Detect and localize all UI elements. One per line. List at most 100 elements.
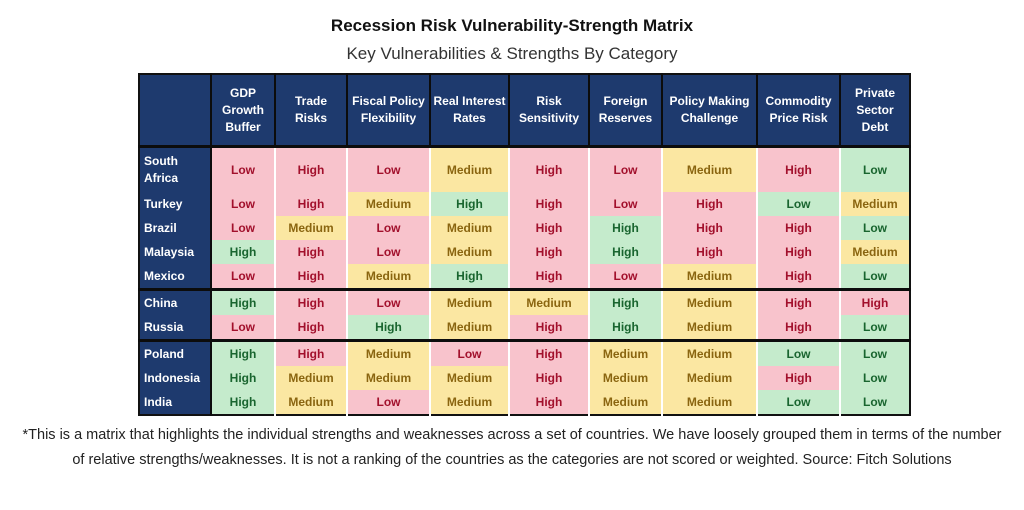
matrix-cell-mexico-gdp-growth-buffer: Low <box>210 264 275 290</box>
row-label-south-africa: South Africa <box>139 146 211 192</box>
matrix-cell-brazil-gdp-growth-buffer: Low <box>210 216 275 240</box>
matrix-cell-india-foreign-reserves: Medium <box>588 390 662 415</box>
matrix-cell-russia-gdp-growth-buffer: Low <box>210 315 275 341</box>
matrix-cell-india-gdp-growth-buffer: High <box>210 390 275 415</box>
matrix-cell-indonesia-policy-making-challenge: Medium <box>661 366 757 390</box>
matrix-cell-brazil-foreign-reserves: High <box>588 216 662 240</box>
matrix-cell-indonesia-fiscal-policy-flexibility: Medium <box>346 366 430 390</box>
matrix-cell-mexico-foreign-reserves: Low <box>588 264 662 290</box>
matrix-cell-india-commodity-price-risk: Low <box>756 390 840 415</box>
matrix-cell-china-policy-making-challenge: Medium <box>661 288 757 315</box>
matrix-cell-malaysia-real-interest-rates: Medium <box>429 240 509 264</box>
row-label-india: India <box>139 390 211 415</box>
matrix-cell-china-trade-risks: High <box>274 288 347 315</box>
matrix-cell-india-private-sector-debt: Low <box>839 390 910 415</box>
chart-subtitle: Key Vulnerabilities & Strengths By Categ… <box>346 44 678 63</box>
column-header-foreign-reserves: Foreign Reserves <box>588 74 662 148</box>
matrix-cell-china-real-interest-rates: Medium <box>429 288 509 315</box>
matrix-cell-turkey-trade-risks: High <box>274 192 347 216</box>
column-header-fiscal-policy-flexibility: Fiscal Policy Flexibility <box>346 74 430 148</box>
matrix-cell-russia-trade-risks: High <box>274 315 347 341</box>
column-header-gdp-growth-buffer: GDP Growth Buffer <box>210 74 275 148</box>
row-label-indonesia: Indonesia <box>139 366 211 390</box>
matrix-cell-indonesia-risk-sensitivity: High <box>508 366 589 390</box>
table-row: Brazil Low Medium Low Medium High High High High… <box>139 216 910 240</box>
matrix-cell-mexico-policy-making-challenge: Medium <box>661 264 757 290</box>
matrix-cell-india-real-interest-rates: Medium <box>429 390 509 415</box>
matrix-cell-indonesia-foreign-reserves: Medium <box>588 366 662 390</box>
matrix-cell-russia-fiscal-policy-flexibility: High <box>346 315 430 341</box>
matrix-cell-brazil-private-sector-debt: Low <box>839 216 910 240</box>
matrix-cell-brazil-commodity-price-risk: High <box>756 216 840 240</box>
header-row: GDP Growth Buffer Trade Risks Fiscal Polic… <box>139 74 910 148</box>
footnote: *This is a matrix that highlights the in… <box>22 427 1002 468</box>
row-label-turkey: Turkey <box>139 192 211 216</box>
matrix-cell-mexico-trade-risks: High <box>274 264 347 290</box>
matrix-cell-brazil-policy-making-challenge: High <box>661 216 757 240</box>
matrix-cell-malaysia-risk-sensitivity: High <box>508 240 589 264</box>
column-header-commodity-price-risk: Commodity Price Risk <box>756 74 840 148</box>
matrix-cell-malaysia-private-sector-debt: Medium <box>839 240 910 264</box>
matrix-cell-turkey-private-sector-debt: Medium <box>839 192 910 216</box>
matrix-cell-south-africa-commodity-price-risk: High <box>756 146 840 192</box>
matrix-cell-poland-commodity-price-risk: Low <box>756 339 840 366</box>
matrix-cell-poland-private-sector-debt: Low <box>839 339 910 366</box>
matrix-cell-turkey-risk-sensitivity: High <box>508 192 589 216</box>
matrix-cell-brazil-risk-sensitivity: High <box>508 216 589 240</box>
matrix-cell-south-africa-policy-making-challenge: Medium <box>661 146 757 192</box>
matrix-cell-south-africa-private-sector-debt: Low <box>839 146 910 192</box>
matrix-cell-russia-foreign-reserves: High <box>588 315 662 341</box>
matrix-cell-mexico-risk-sensitivity: High <box>508 264 589 290</box>
matrix-cell-china-risk-sensitivity: Medium <box>508 288 589 315</box>
matrix-cell-malaysia-foreign-reserves: High <box>588 240 662 264</box>
matrix-cell-indonesia-gdp-growth-buffer: High <box>210 366 275 390</box>
matrix-cell-south-africa-trade-risks: High <box>274 146 347 192</box>
matrix-cell-brazil-trade-risks: Medium <box>274 216 347 240</box>
matrix-cell-turkey-real-interest-rates: High <box>429 192 509 216</box>
row-label-malaysia: Malaysia <box>139 240 211 264</box>
matrix-cell-south-africa-risk-sensitivity: High <box>508 146 589 192</box>
matrix-cell-india-policy-making-challenge: Medium <box>661 390 757 415</box>
matrix-cell-south-africa-gdp-growth-buffer: Low <box>210 146 275 192</box>
column-header-private-sector-debt: Private Sector Debt <box>839 74 910 148</box>
matrix-cell-mexico-private-sector-debt: Low <box>839 264 910 290</box>
table-row: China High High Low Medium Medium High Medium Hi… <box>139 288 910 315</box>
matrix-cell-turkey-foreign-reserves: Low <box>588 192 662 216</box>
matrix-cell-malaysia-gdp-growth-buffer: High <box>210 240 275 264</box>
matrix-cell-poland-policy-making-challenge: Medium <box>661 339 757 366</box>
matrix-cell-indonesia-real-interest-rates: Medium <box>429 366 509 390</box>
row-label-brazil: Brazil <box>139 216 211 240</box>
matrix-cell-brazil-real-interest-rates: Medium <box>429 216 509 240</box>
column-header-policy-making-challenge: Policy Making Challenge <box>661 74 757 148</box>
column-header-risk-sensitivity: Risk Sensitivity <box>508 74 589 148</box>
chart-title: Recession Risk Vulnerability-Strength Ma… <box>330 16 694 35</box>
matrix-cell-indonesia-commodity-price-risk: High <box>756 366 840 390</box>
matrix-cell-turkey-fiscal-policy-flexibility: Medium <box>346 192 430 216</box>
matrix-cell-indonesia-private-sector-debt: Low <box>839 366 910 390</box>
risk-matrix-table: GDP Growth Buffer Trade Risks Fiscal Polic… <box>138 73 911 416</box>
matrix-cell-malaysia-fiscal-policy-flexibility: Low <box>346 240 430 264</box>
matrix-cell-indonesia-trade-risks: Medium <box>274 366 347 390</box>
matrix-cell-china-foreign-reserves: High <box>588 288 662 315</box>
matrix-cell-china-gdp-growth-buffer: High <box>210 288 275 315</box>
matrix-cell-india-fiscal-policy-flexibility: Low <box>346 390 430 415</box>
matrix-cell-south-africa-foreign-reserves: Low <box>588 146 662 192</box>
table-row: Russia Low High High Medium High High Medium Hig… <box>139 315 910 341</box>
matrix-cell-mexico-fiscal-policy-flexibility: Medium <box>346 264 430 290</box>
table-row: South Africa Low High Low Medium High Low Mediu… <box>139 146 910 192</box>
matrix-cell-russia-commodity-price-risk: High <box>756 315 840 341</box>
matrix-cell-poland-foreign-reserves: Medium <box>588 339 662 366</box>
matrix-cell-malaysia-trade-risks: High <box>274 240 347 264</box>
table-row: Indonesia High Medium Medium Medium High Mediu… <box>139 366 910 390</box>
matrix-cell-mexico-real-interest-rates: High <box>429 264 509 290</box>
matrix-cell-turkey-policy-making-challenge: High <box>661 192 757 216</box>
table-row: Malaysia High High Low Medium High High High Hig… <box>139 240 910 264</box>
matrix-cell-poland-real-interest-rates: Low <box>429 339 509 366</box>
header-corner-cell <box>139 74 211 148</box>
matrix-cell-russia-risk-sensitivity: High <box>508 315 589 341</box>
matrix-cell-russia-real-interest-rates: Medium <box>429 315 509 341</box>
row-label-mexico: Mexico <box>139 264 211 290</box>
matrix-cell-china-fiscal-policy-flexibility: Low <box>346 288 430 315</box>
matrix-cell-turkey-gdp-growth-buffer: Low <box>210 192 275 216</box>
matrix-cell-russia-policy-making-challenge: Medium <box>661 315 757 341</box>
